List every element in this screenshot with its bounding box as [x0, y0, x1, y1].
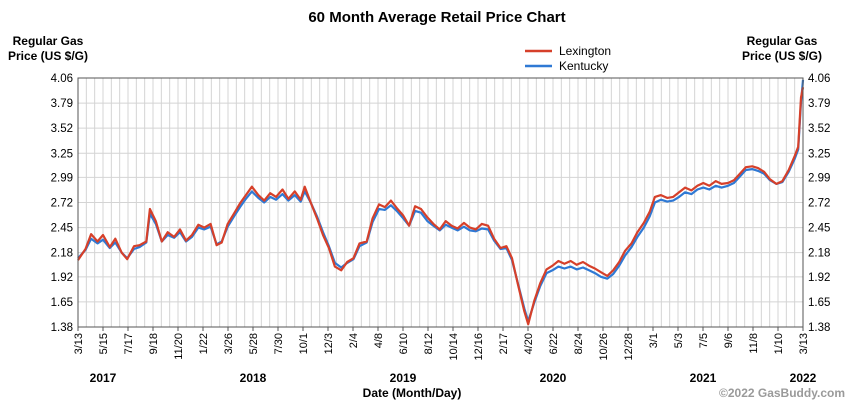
- legend-label-kentucky: Kentucky: [559, 59, 608, 73]
- chart-title: 60 Month Average Retail Price Chart: [308, 9, 565, 26]
- x-tick-label: 6/10: [398, 333, 410, 354]
- plot-frame: [77, 77, 804, 328]
- x-tick-label: 10/26: [598, 333, 610, 361]
- y-tick-label-left: 4.06: [51, 73, 73, 85]
- year-label: 2017: [90, 371, 117, 385]
- x-tick-label: 3/13: [798, 333, 810, 354]
- x-tick-label: 12/16: [473, 333, 485, 361]
- x-tick-label: 8/24: [573, 333, 585, 354]
- y-tick-label-right: 3.52: [808, 123, 830, 135]
- y-tick-label-left: 1.38: [51, 322, 73, 334]
- y-axis-left: 4.06 3.79 3.52 3.25 2.99 2.72 2.45 2.18 1.92 1.65…: [51, 73, 73, 334]
- y-tick-label-left: 2.72: [51, 198, 73, 210]
- series-line-lexington: [77, 87, 805, 326]
- x-tick-label: 10/1: [298, 333, 310, 354]
- year-labels: 2017 2018 2019 2020 2021 2022: [90, 371, 817, 385]
- x-tick-label: 2/4: [348, 333, 360, 348]
- y-axis-right: 4.06 3.79 3.52 3.25 2.99 2.72 2.45 2.18 1.92 1.65…: [808, 73, 830, 334]
- year-label: 2019: [390, 371, 417, 385]
- x-axis: 3/13 5/15 7/17 9/18 11/20 1/22 3/26 5/28 7/30 10/…: [73, 327, 810, 361]
- x-tick-label: 7/30: [273, 333, 285, 354]
- series-lines: [77, 79, 805, 326]
- x-tick-label: 3/1: [648, 333, 660, 348]
- x-tick-label: 11/8: [748, 333, 760, 354]
- y-tick-label-left: 2.18: [51, 248, 73, 260]
- x-axis-title: Date (Month/Day): [363, 386, 462, 400]
- y-tick-label-left: 3.25: [51, 148, 73, 160]
- x-tick-label: 4/8: [373, 333, 385, 348]
- year-label: 2021: [690, 371, 717, 385]
- x-tick-label: 8/12: [423, 333, 435, 354]
- x-tick-label: 1/22: [198, 333, 210, 354]
- y-tick-label-left: 3.79: [51, 98, 73, 110]
- y-tick-label-left: 1.65: [51, 297, 73, 309]
- year-label: 2020: [540, 371, 567, 385]
- series-line-kentucky: [77, 79, 805, 323]
- x-tick-label: 5/28: [248, 333, 260, 354]
- y-tick-label-right: 2.99: [808, 172, 830, 184]
- x-tick-label: 9/6: [723, 333, 735, 348]
- x-tick-label: 1/10: [773, 333, 785, 354]
- x-tick-label: 6/22: [548, 333, 560, 354]
- x-tick-label: 5/3: [673, 333, 685, 348]
- x-tick-label: 11/20: [173, 333, 185, 360]
- x-tick-label: 5/15: [98, 333, 110, 354]
- y-tick-label-right: 1.38: [808, 322, 830, 334]
- y-tick-label-right: 2.18: [808, 248, 830, 260]
- x-tick-label: 9/18: [148, 333, 160, 354]
- x-tick-label: 4/20: [523, 333, 535, 354]
- year-label: 2018: [240, 371, 267, 385]
- legend: Lexington Kentucky: [525, 44, 611, 73]
- x-tick-label: 7/5: [698, 333, 710, 348]
- right-axis-title-line2: Price (US $/G): [742, 49, 822, 63]
- y-tick-label-left: 1.92: [51, 272, 73, 284]
- y-tick-label-right: 1.65: [808, 297, 830, 309]
- x-tick-label: 12/3: [323, 333, 335, 354]
- y-tick-label-left: 3.52: [51, 123, 73, 135]
- y-tick-label-left: 2.99: [51, 172, 73, 184]
- y-tick-label-right: 3.25: [808, 148, 830, 160]
- x-tick-label: 2/17: [498, 333, 510, 354]
- legend-label-lexington: Lexington: [559, 44, 611, 58]
- credit-text: ©2022 GasBuddy.com: [719, 386, 845, 400]
- x-tick-label: 12/28: [623, 333, 635, 361]
- y-tick-label-right: 2.45: [808, 223, 830, 235]
- left-axis-title-line1: Regular Gas: [13, 34, 84, 48]
- year-label: 2022: [790, 371, 817, 385]
- x-tick-label: 3/13: [73, 333, 85, 354]
- right-axis-title-line1: Regular Gas: [747, 34, 818, 48]
- y-tick-label-right: 3.79: [808, 98, 830, 110]
- left-axis-title-line2: Price (US $/G): [8, 49, 88, 63]
- grid: [77, 77, 804, 328]
- y-tick-label-right: 2.72: [808, 198, 830, 210]
- y-tick-label-right: 4.06: [808, 73, 830, 85]
- x-tick-label: 10/14: [448, 333, 460, 361]
- y-tick-label-left: 2.45: [51, 223, 73, 235]
- x-tick-label: 3/26: [223, 333, 235, 354]
- y-tick-label-right: 1.92: [808, 272, 830, 284]
- x-tick-label: 7/17: [123, 333, 135, 354]
